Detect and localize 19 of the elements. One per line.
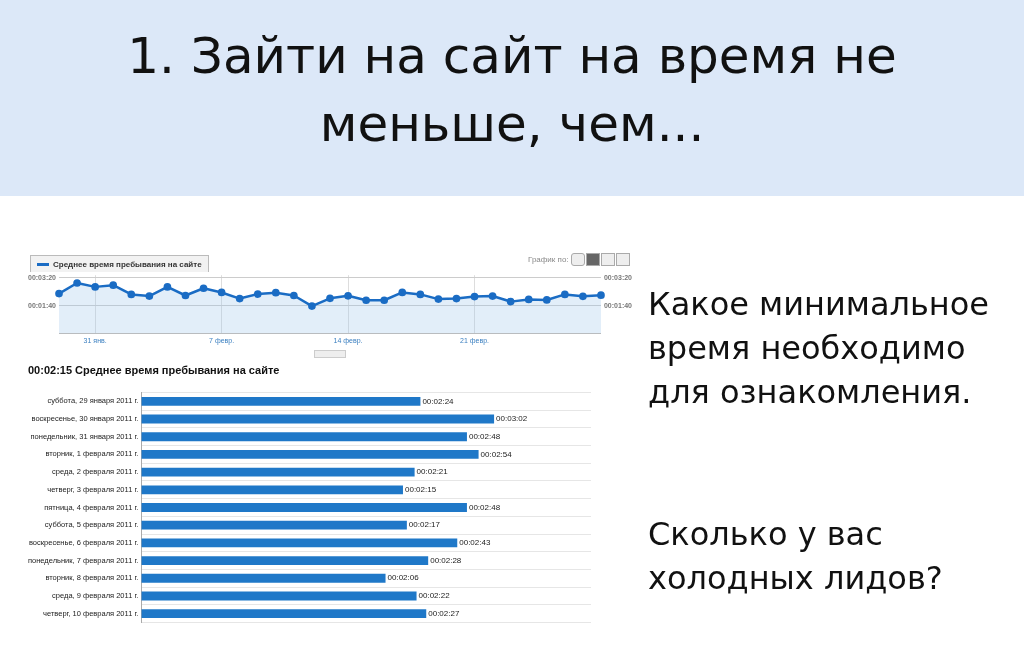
data-label: 00:02:17 (408, 520, 441, 530)
text: Какое минимальное время необходимо для ознакомления. (648, 284, 990, 413)
data-label: 00:03:02 (496, 414, 528, 424)
chart-title: 1. Зайти на сайт на время не меньше, чем... (126, 26, 898, 155)
data-label: 00:02:48 (468, 431, 501, 441)
data-label: 00:02:48 (468, 502, 501, 512)
data-label: 00:02:28 (430, 555, 462, 565)
legend-label: Среднее время пребывания на сайте (53, 259, 202, 269)
chart-title: 00:02:15 Среднее время пребывания на сайте (28, 364, 280, 376)
data-label: 00:02:24 (422, 396, 455, 406)
data-label: 00:02:06 (387, 573, 420, 583)
data-label: 00:02:22 (418, 591, 451, 601)
text: График по: (528, 255, 569, 264)
data-label: 00:02:27 (428, 608, 460, 618)
data-label: 00:02:54 (480, 449, 513, 459)
text: Сколько у вас холодных лидов? (648, 514, 944, 599)
data-label: 00:02:15 (404, 485, 437, 495)
data-label: 00:02:21 (416, 467, 449, 477)
data-label: 00:02:43 (459, 538, 491, 548)
